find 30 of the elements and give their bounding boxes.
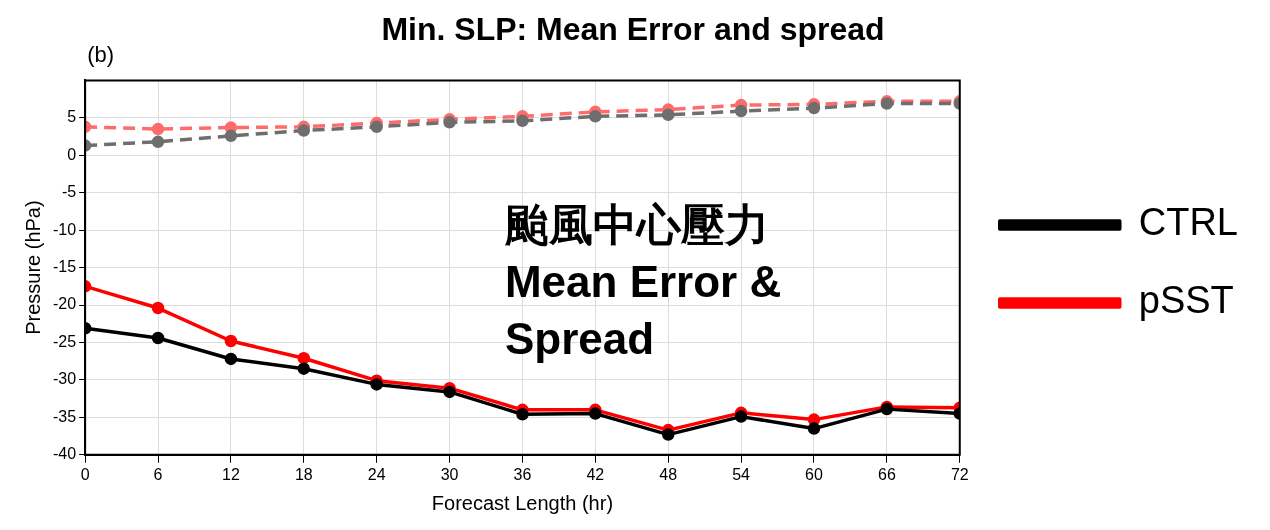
x-tick-label: 60 [805, 465, 823, 483]
x-tick-label: 66 [877, 465, 896, 483]
legend-label: CTRL [1138, 201, 1238, 244]
x-tick-label: 18 [294, 465, 313, 483]
y-tick-label: -40 [53, 445, 77, 463]
y-tick-label: -5 [61, 183, 77, 201]
y-tick-label: 5 [67, 108, 77, 126]
y-tick-label: -20 [53, 295, 77, 313]
y-tick-label: -10 [53, 220, 77, 238]
y-tick-label: 0 [67, 145, 77, 163]
annotation: 颱風中心壓力 Mean Error & Spread [503, 200, 782, 364]
x-tick-label: 36 [513, 465, 532, 483]
x-axis-title: Forecast Length (hr) [431, 491, 614, 514]
x-tick-label: 6 [153, 465, 163, 483]
x-tick-label: 72 [950, 465, 969, 483]
x-tick-label: 12 [222, 465, 240, 483]
x-tick-label: 24 [367, 465, 386, 483]
chart-title: Min. SLP: Mean Error and spread [381, 11, 885, 48]
legend-label: pSST [1138, 279, 1234, 322]
x-tick-label: 0 [80, 465, 90, 483]
text: (b) [87, 42, 115, 68]
y-axis-title: Pressure (hPa) [21, 200, 44, 335]
x-tick-label: 42 [586, 465, 605, 483]
y-tick-label: -15 [53, 258, 77, 276]
x-tick-label: 54 [732, 465, 751, 483]
x-tick-label: 30 [440, 465, 459, 483]
y-tick-label: -25 [53, 332, 77, 350]
x-tick-label: 48 [659, 465, 678, 483]
y-tick-label: -35 [53, 407, 77, 425]
y-tick-label: -30 [53, 370, 77, 388]
